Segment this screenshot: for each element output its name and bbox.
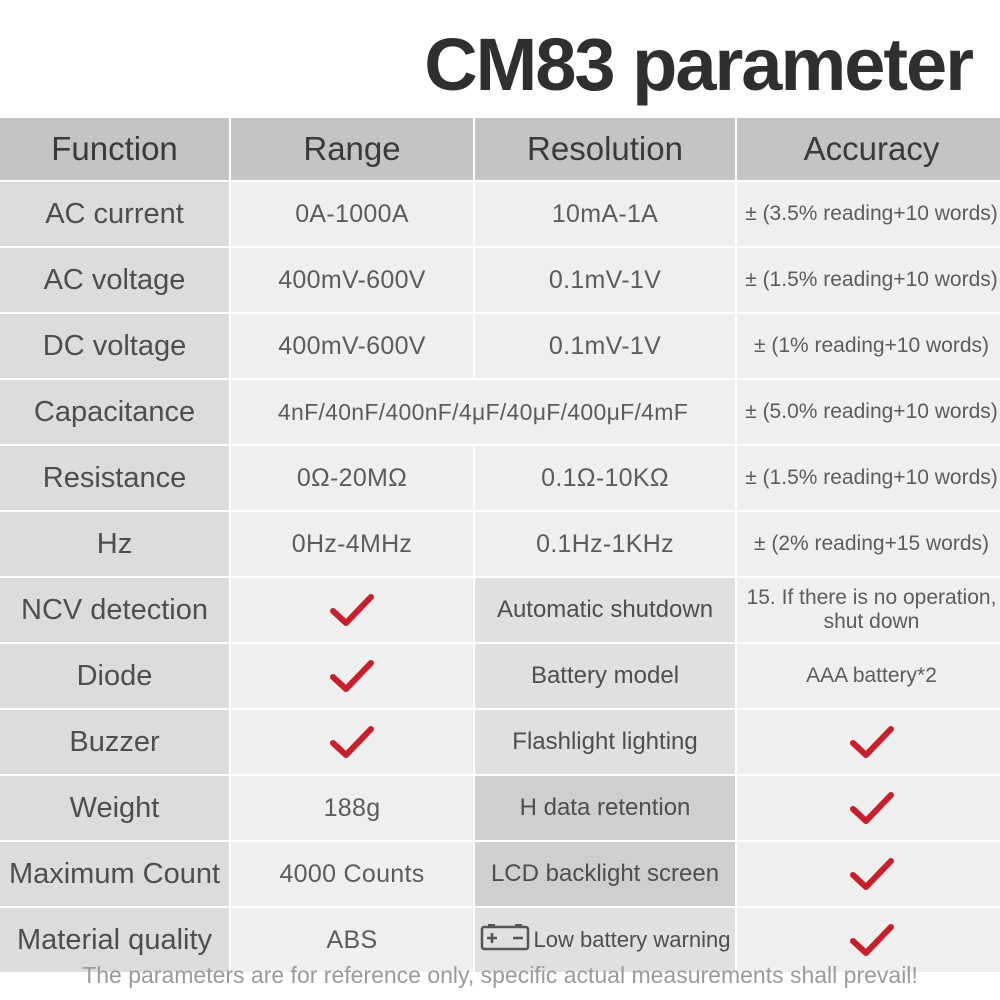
feature-value: 15. If there is no operation, shut down bbox=[737, 578, 1000, 642]
feature-label: Diode bbox=[0, 644, 229, 708]
function-cell: DC voltage bbox=[0, 314, 229, 378]
feature-value: 4000 Counts bbox=[231, 842, 473, 906]
check-icon bbox=[737, 776, 1000, 840]
resolution-cell: 0.1Ω-10KΩ bbox=[475, 446, 735, 510]
header-accuracy: Accuracy bbox=[737, 118, 1000, 180]
range-cell: 400mV-600V bbox=[231, 248, 473, 312]
battery-icon bbox=[480, 923, 530, 958]
feature-label-wrap: Low battery warning bbox=[480, 923, 731, 958]
check-icon bbox=[737, 842, 1000, 906]
feature-label: Maximum Count bbox=[0, 842, 229, 906]
resolution-cell: 10mA-1A bbox=[475, 182, 735, 246]
feature-value: AAA battery*2 bbox=[737, 644, 1000, 708]
function-cell: AC voltage bbox=[0, 248, 229, 312]
feature-value: ABS bbox=[231, 908, 473, 972]
feature-label: Buzzer bbox=[0, 710, 229, 774]
header-resolution: Resolution bbox=[475, 118, 735, 180]
function-cell: Resistance bbox=[0, 446, 229, 510]
accuracy-cell: ± (1.5% reading+10 words) bbox=[737, 248, 1000, 312]
accuracy-cell: ± (2% reading+15 words) bbox=[737, 512, 1000, 576]
accuracy-cell: ± (1% reading+10 words) bbox=[737, 314, 1000, 378]
header-range: Range bbox=[231, 118, 473, 180]
feature-label: Flashlight lighting bbox=[475, 710, 735, 774]
feature-label-with-icon: Low battery warning bbox=[475, 908, 735, 972]
feature-label: H data retention bbox=[475, 776, 735, 840]
range-cell: 0Hz-4MHz bbox=[231, 512, 473, 576]
feature-value: 188g bbox=[231, 776, 473, 840]
check-icon bbox=[231, 578, 473, 642]
feature-label: Weight bbox=[0, 776, 229, 840]
feature-label: LCD backlight screen bbox=[475, 842, 735, 906]
resolution-cell: 0.1mV-1V bbox=[475, 314, 735, 378]
resolution-cell: 0.1mV-1V bbox=[475, 248, 735, 312]
function-cell: Capacitance bbox=[0, 380, 229, 444]
accuracy-cell: ± (1.5% reading+10 words) bbox=[737, 446, 1000, 510]
header-function: Function bbox=[0, 118, 229, 180]
page-title: CM83 parameter bbox=[424, 23, 974, 106]
disclaimer-footer: The parameters are for reference only, s… bbox=[82, 961, 918, 988]
feature-label: Low battery warning bbox=[533, 927, 731, 952]
check-icon bbox=[231, 710, 473, 774]
check-icon bbox=[737, 908, 1000, 972]
accuracy-cell: ± (3.5% reading+10 words) bbox=[737, 182, 1000, 246]
check-icon bbox=[737, 710, 1000, 774]
range-cell-merged: 4nF/40nF/400nF/4μF/40μF/400μF/4mF bbox=[231, 380, 735, 444]
range-cell: 0A-1000A bbox=[231, 182, 473, 246]
accuracy-cell: ± (5.0% reading+10 words) bbox=[737, 380, 1000, 444]
resolution-cell: 0.1Hz-1KHz bbox=[475, 512, 735, 576]
range-cell: 0Ω-20MΩ bbox=[231, 446, 473, 510]
range-cell: 400mV-600V bbox=[231, 314, 473, 378]
function-cell: Hz bbox=[0, 512, 229, 576]
feature-label: Automatic shutdown bbox=[475, 578, 735, 642]
parameter-table: Function Range Resolution Accuracy AC cu… bbox=[0, 118, 1000, 972]
feature-label: NCV detection bbox=[0, 578, 229, 642]
check-icon bbox=[231, 644, 473, 708]
function-cell: AC current bbox=[0, 182, 229, 246]
feature-label: Material quality bbox=[0, 908, 229, 972]
feature-label: Battery model bbox=[475, 644, 735, 708]
